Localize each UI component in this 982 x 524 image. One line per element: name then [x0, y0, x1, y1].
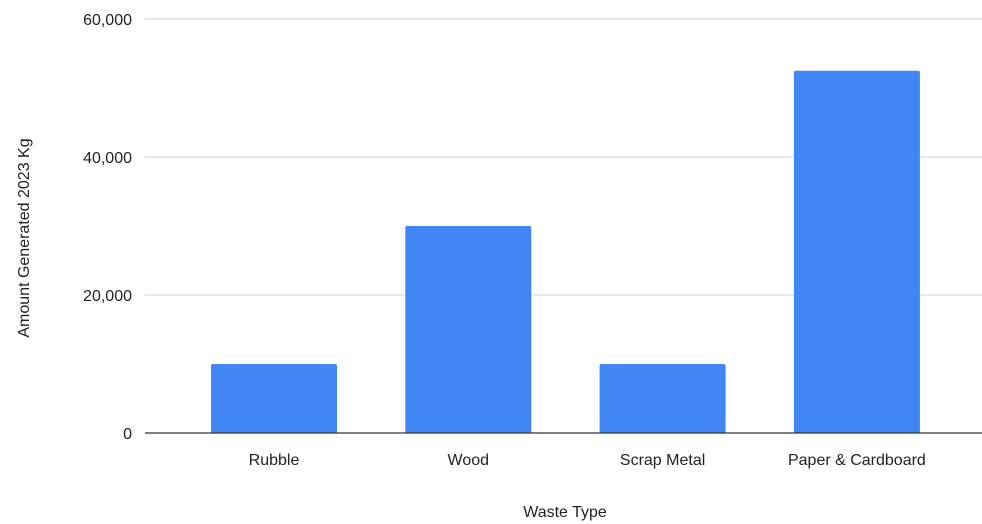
- y-tick-label: 0: [123, 426, 132, 443]
- x-tick-label: Paper & Cardboard: [788, 452, 926, 469]
- x-tick-label: Wood: [448, 452, 490, 469]
- y-axis-title: Amount Generated 2023 Kg: [16, 138, 33, 337]
- bar: [793, 70, 920, 433]
- x-tick-label: Scrap Metal: [620, 452, 705, 469]
- y-tick-label: 60,000: [83, 12, 132, 29]
- x-axis-title: Waste Type: [523, 504, 607, 521]
- y-axis-ticks: 0 20,000 40,000 60,000: [83, 12, 132, 443]
- x-axis-ticks: Rubble Wood Scrap Metal Paper & Cardboard: [249, 452, 926, 469]
- bar: [599, 364, 726, 433]
- bars: [211, 70, 920, 433]
- bar: [211, 364, 337, 433]
- bar: [405, 226, 532, 433]
- y-tick-label: 20,000: [83, 288, 132, 305]
- x-tick-label: Rubble: [249, 452, 300, 469]
- y-tick-label: 40,000: [83, 150, 132, 167]
